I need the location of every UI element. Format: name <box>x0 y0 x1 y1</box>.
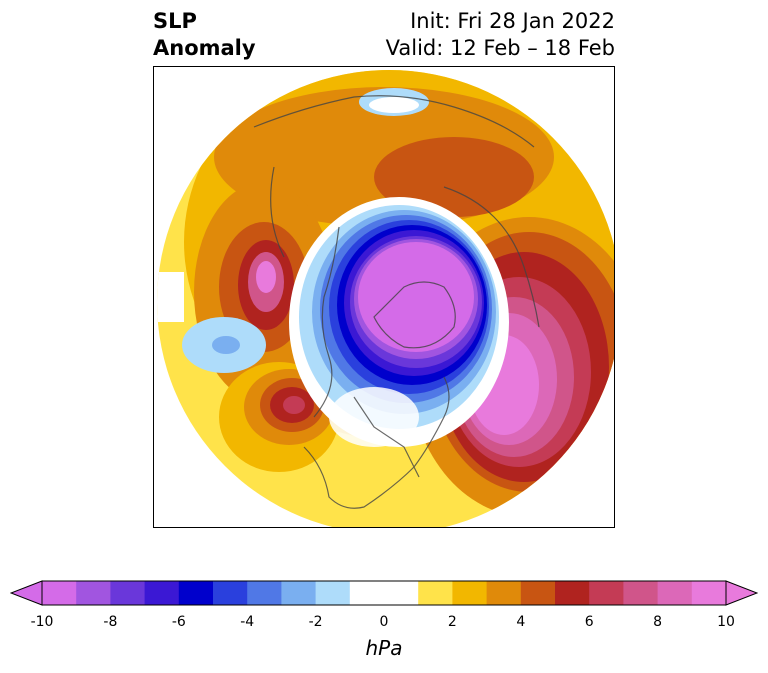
colorbar-tick-label: 2 <box>447 614 457 630</box>
colorbar-segment <box>623 581 659 605</box>
colorbar-segment <box>418 581 453 605</box>
colorbar-label: hPa <box>365 636 403 660</box>
colorbar-segment <box>452 581 488 605</box>
colorbar-tick-label: -8 <box>103 614 118 630</box>
anomaly-field <box>157 70 614 527</box>
colorbar-segment <box>555 581 590 605</box>
colorbar-tick-label: 8 <box>653 614 663 630</box>
colorbar-segment <box>589 581 624 605</box>
colorbar-segment <box>520 581 556 605</box>
colorbar-segment <box>657 581 693 605</box>
anomaly-fill <box>157 70 614 527</box>
colorbar-segment <box>144 581 180 605</box>
colorbar-segment <box>486 581 522 605</box>
colorbar-tick-label: 0 <box>379 614 389 630</box>
colorbar-tick-label: -10 <box>30 614 54 630</box>
title-line-2: Anomaly <box>153 36 256 60</box>
colorbar <box>10 580 758 606</box>
colorbar-segment <box>315 581 351 605</box>
colorbar-tick-label: -6 <box>171 614 186 630</box>
valid-date-range: Valid: 12 Feb – 18 Feb <box>385 36 615 60</box>
colorbar-tick-label: 10 <box>717 614 735 630</box>
map-title: SLP Anomaly <box>153 8 256 62</box>
colorbar-tick-label: 4 <box>516 614 526 630</box>
title-line-1: SLP <box>153 9 197 33</box>
init-date: Init: Fri 28 Jan 2022 <box>410 9 615 33</box>
colorbar-tick-label: 6 <box>584 614 594 630</box>
slp-anomaly-map <box>153 66 615 528</box>
colorbar-segment <box>76 581 111 605</box>
date-info: Init: Fri 28 Jan 2022 Valid: 12 Feb – 18… <box>386 8 615 62</box>
colorbar-segment <box>178 581 214 605</box>
coastlines <box>253 95 540 509</box>
colorbar-segment <box>281 581 317 605</box>
colorbar-tick-label: -4 <box>240 614 255 630</box>
colorbar-segment <box>247 581 282 605</box>
colorbar-segment <box>384 581 419 605</box>
colorbar-segment <box>110 581 146 605</box>
colorbar-segment <box>42 581 77 605</box>
colorbar-segment <box>213 581 248 605</box>
colorbar-segment <box>691 581 727 605</box>
colorbar-extend-high <box>725 580 758 606</box>
colorbar-outline <box>41 580 727 606</box>
colorbar-extend-low <box>10 580 43 606</box>
colorbar-segment <box>349 581 385 605</box>
colorbar-tick-label: -2 <box>308 614 323 630</box>
